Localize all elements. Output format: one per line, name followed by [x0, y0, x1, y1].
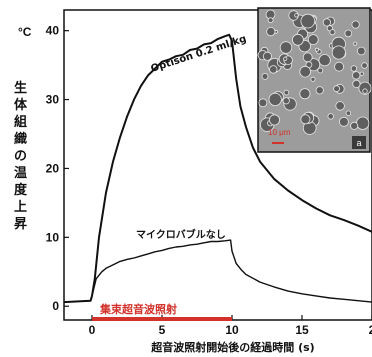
microbubble	[268, 92, 282, 107]
microbubble	[351, 20, 360, 29]
x-tick-label: 15	[295, 323, 309, 337]
microbubble	[344, 29, 353, 38]
microbubble	[352, 79, 361, 89]
microbubble	[266, 27, 276, 37]
microbubble	[294, 13, 299, 18]
microbubble	[314, 47, 319, 52]
microbubble	[350, 65, 358, 72]
ultrasound-irradiation-bar	[92, 317, 232, 321]
microbubble	[356, 116, 370, 130]
microbubble	[258, 98, 268, 108]
inset-corner-label: a	[356, 138, 361, 148]
microbubble	[318, 54, 331, 67]
microbubble	[353, 41, 358, 46]
x-tick-label: 2	[369, 323, 372, 337]
y-axis-title-char: 温	[14, 166, 27, 181]
microbubble-particles	[257, 9, 372, 135]
microbubble	[300, 114, 311, 125]
x-tick-label: 5	[159, 323, 166, 337]
microbubble	[267, 17, 274, 24]
y-tick-label: 10	[46, 230, 60, 244]
microbubble	[262, 51, 272, 61]
series-line-no-microbubble	[63, 239, 372, 303]
microbubble	[310, 76, 316, 82]
microbubble	[338, 116, 349, 127]
microbubble	[283, 56, 288, 61]
axis-ticks: 0510152010203040	[46, 24, 372, 337]
inset-micrograph: 10 μm a	[257, 7, 372, 153]
y-tick-label: 0	[52, 299, 59, 313]
microbubble	[317, 67, 324, 74]
inset-scale-bar	[272, 142, 284, 144]
microbubble	[356, 46, 366, 56]
series-line-optison	[63, 33, 372, 304]
microbubble	[361, 62, 368, 69]
microbubble	[261, 73, 269, 80]
microbubble	[359, 71, 364, 76]
microbubble	[268, 114, 280, 126]
microbubble	[327, 113, 334, 120]
microbubble	[362, 88, 368, 94]
microbubble	[322, 18, 331, 27]
x-tick-label: 0	[89, 323, 96, 337]
y-axis-title-char: 度	[14, 182, 28, 198]
microbubble	[299, 88, 311, 100]
x-tick-label: 10	[225, 323, 239, 337]
y-axis-title-char: 生	[14, 80, 27, 96]
microbubble	[279, 41, 293, 54]
microbubble	[283, 89, 290, 96]
y-axis-title-char: 織	[14, 131, 27, 147]
microbubble	[299, 65, 312, 78]
microbubble	[300, 13, 316, 29]
y-tick-label: 40	[46, 24, 60, 38]
y-axis-title-char: 組	[14, 114, 27, 130]
microbubble	[307, 34, 319, 45]
microbubble	[333, 85, 341, 93]
microbubble	[282, 97, 290, 105]
y-axis-title-char: の	[14, 149, 27, 164]
ultrasound-irradiation-label: 集束超音波照射	[99, 302, 177, 316]
microbubble	[291, 33, 304, 46]
microbubble	[335, 101, 345, 111]
microbubble	[334, 61, 345, 72]
microbubble	[331, 45, 346, 60]
inset-corner-badge	[352, 136, 366, 149]
y-axis-title-char: 昇	[14, 217, 27, 232]
series-label-no-microbubble: マイクロバブルなし	[136, 228, 226, 241]
inset-scale-label: 10 μm	[268, 128, 291, 137]
y-axis-unit-label: °C	[18, 25, 32, 39]
microbubble	[358, 81, 372, 95]
y-tick-label: 30	[46, 93, 60, 107]
microbubble	[352, 71, 361, 80]
microbubble	[350, 121, 359, 130]
microbubble	[269, 65, 278, 74]
y-axis-title-char: 上	[14, 200, 27, 215]
microbubble	[302, 52, 313, 63]
y-tick-label: 20	[46, 161, 60, 175]
microbubble	[329, 29, 336, 36]
microbubble	[315, 86, 324, 95]
series-layer	[63, 33, 372, 304]
y-axis-title-char: 体	[14, 97, 28, 113]
x-axis-title: 超音波照射開始後の経過時間 (s)	[150, 340, 314, 354]
microbubble	[345, 110, 352, 116]
